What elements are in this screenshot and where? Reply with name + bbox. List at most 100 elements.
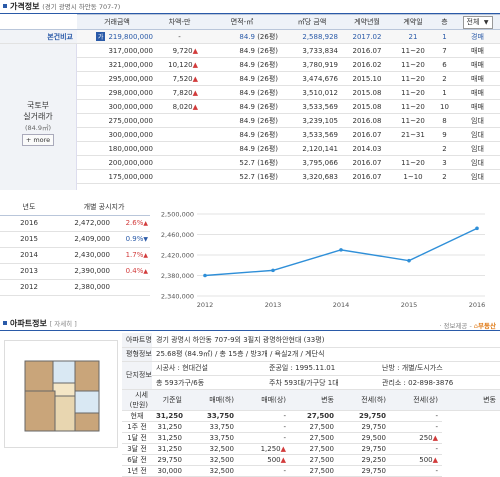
data-point	[407, 258, 411, 263]
row-type: 임대	[455, 169, 500, 184]
compare-label: 본건비교	[0, 29, 77, 44]
row-price: 298,000,000	[77, 85, 157, 100]
row-change	[114, 279, 150, 296]
row-floor: 9	[434, 127, 455, 142]
header-base: 기준일	[152, 390, 186, 411]
row-per-m2: 3,780,919	[282, 57, 342, 72]
header-contract-date: 계약년월	[342, 14, 392, 30]
row-change: 1,250▲	[238, 443, 290, 455]
plan-value: 25.68평 (84.9㎡) / 총 15층 / 방3개 / 욕실2개 / 계단…	[152, 347, 500, 362]
row-day: 1~10	[392, 169, 434, 184]
row-diff: 10,120▲	[157, 57, 202, 72]
price-section-title: 가격정보 (경기 광명시 하안동 707-7)	[10, 2, 121, 11]
row-change2: -	[390, 410, 442, 422]
row-change: -	[238, 465, 290, 477]
row-date: 2014.03	[342, 141, 392, 156]
x-tick-label: 2014	[333, 301, 350, 309]
management-office: 관리소 : 02-898-3876	[378, 375, 500, 390]
y-tick-label: 2,460,000	[161, 231, 194, 239]
row-sale-low: 31,250	[152, 421, 186, 433]
market-price-label: 시세 (만원)	[122, 390, 152, 411]
row-base: 6달 전	[122, 454, 152, 466]
row-lease-high: 29,500	[338, 432, 390, 444]
row-per-m2: 3,533,569	[282, 99, 342, 114]
row-floor: 1	[434, 85, 455, 100]
row-change: -	[238, 432, 290, 444]
row-sale-high: 32,500	[186, 443, 238, 455]
table-row: 6달 전 29,750 32,500 500▲ 27,500 29,250 500▲	[122, 454, 500, 466]
row-sale-low: 31,250	[152, 410, 186, 422]
row-sale-high: 33,750	[186, 410, 238, 422]
row-price: 275,000,000	[77, 113, 157, 128]
header-sale-high: 매매(상)	[238, 390, 290, 411]
row-year: 2014	[0, 247, 58, 264]
row-year: 2012	[0, 279, 58, 296]
row-date: 2015.10	[342, 71, 392, 86]
more-button[interactable]: + more	[21, 134, 55, 146]
home-icon: ⌂	[473, 322, 479, 330]
price-table: 거래금액 차액-만 면적-㎡ ㎡당 금액 계약년월 계약일 층 전체 ▼ 본건비…	[0, 14, 500, 190]
row-official-price: 2,380,000	[58, 279, 114, 296]
auction-badge: 가	[95, 32, 106, 41]
table-row: 1달 전 31,250 33,750-27,500 29,500 250▲	[122, 432, 500, 444]
compare-pyeong: (26평)	[257, 32, 278, 41]
row-official-price: 2,390,000	[58, 263, 114, 280]
type-filter-select[interactable]: 전체 ▼	[462, 15, 493, 29]
row-price: 200,000,000	[77, 155, 157, 170]
provider-info: · 정보제공 - ⌂부동산	[439, 322, 496, 330]
row-official-price: 2,430,000	[58, 247, 114, 264]
row-diff: 7,820▲	[157, 85, 202, 100]
table-row: 2015 2,409,000 0.9%▼	[0, 231, 150, 248]
data-point	[339, 248, 343, 252]
floor-plan-image[interactable]	[4, 340, 118, 448]
row-date: 2016.07	[342, 43, 392, 58]
row-year: 2013	[0, 263, 58, 280]
compare-date: 2017.02	[342, 29, 392, 44]
header-contract-day: 계약일	[392, 14, 434, 30]
header-change2: 변동	[442, 390, 500, 411]
row-lease-low: 27,500	[290, 443, 338, 455]
row-area: 84.9 (26평)	[202, 127, 282, 142]
row-area: 84.9 (26평)	[202, 141, 282, 156]
row-floor: 2	[434, 141, 455, 156]
detail-link[interactable]: [ 자세히 ]	[49, 320, 77, 328]
row-day: 11~20	[392, 85, 434, 100]
row-area: 84.9 (26평)	[202, 43, 282, 58]
market-price-table: 시세 (만원) 기준일 매매(하) 매매(상) 변동 전세(하) 전세(상) 변동…	[122, 390, 500, 477]
down-arrow-icon: ▼	[143, 236, 148, 243]
row-floor: 6	[434, 57, 455, 72]
provider-name[interactable]: 부동산	[478, 322, 496, 330]
row-official-price: 2,409,000	[58, 231, 114, 248]
apt-info-table: 아파트명 경기 광명시 하안동 707-9외 3필지 광명하안현대 (33평) …	[122, 333, 500, 477]
row-type: 매매	[455, 85, 500, 100]
row-floor: 7	[434, 43, 455, 58]
row-sale-low: 29,750	[152, 454, 186, 466]
row-change2: 500▲	[390, 454, 442, 466]
row-type: 임대	[455, 155, 500, 170]
parking: 주차 593대/가구당 1대	[265, 375, 378, 390]
row-change: 500▲	[238, 454, 290, 466]
compare-diff: -	[157, 29, 202, 44]
row-price: 300,000,000	[77, 127, 157, 142]
row-lease-low: 27,500	[290, 421, 338, 433]
row-lease-low: 27,500	[290, 410, 338, 422]
x-tick-label: 2016	[469, 301, 486, 309]
row-date: 2016.02	[342, 57, 392, 72]
x-tick-label: 2012	[197, 301, 214, 309]
row-sale-high: 33,750	[186, 421, 238, 433]
up-arrow-icon: ▲	[192, 46, 198, 55]
row-area: 84.9 (26평)	[202, 85, 282, 100]
row-sale-high: 32,500	[186, 465, 238, 477]
price-section-header: 가격정보 (경기 광명시 하안동 707-7)	[0, 0, 500, 14]
row-base: 1주 전	[122, 421, 152, 433]
up-arrow-icon: ▲	[192, 102, 198, 111]
row-change: 2.6%▲	[114, 215, 150, 232]
row-per-m2: 2,120,141	[282, 141, 342, 156]
up-arrow-icon: ▲	[143, 268, 148, 275]
row-diff	[157, 141, 202, 156]
apt-name-label: 아파트명	[122, 333, 152, 348]
row-price: 180,000,000	[77, 141, 157, 156]
table-row: 317,000,000 9,720▲ 84.9 (26평) 3,733,834 2016…	[0, 43, 500, 58]
table-row: 2012 2,380,000	[0, 279, 150, 296]
heating: 난방 : 개별/도시가스	[378, 361, 500, 376]
